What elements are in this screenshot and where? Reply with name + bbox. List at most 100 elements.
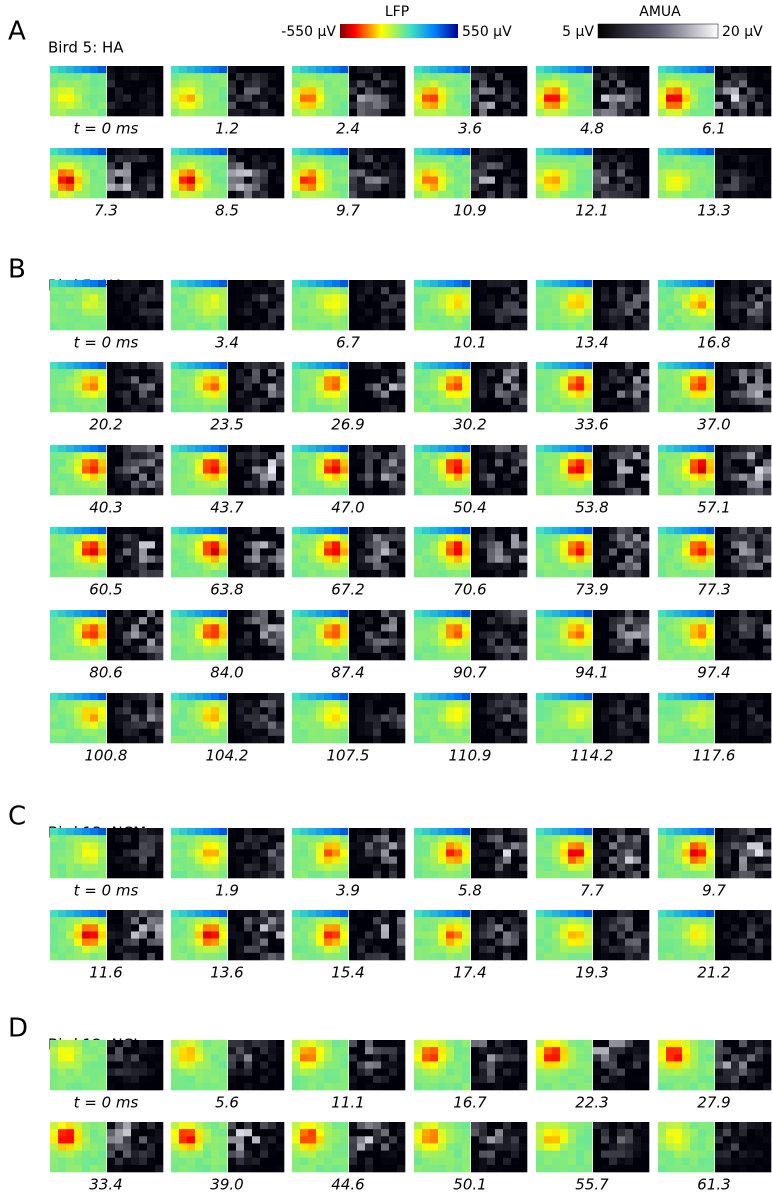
amua-cell	[373, 459, 382, 467]
lfp-cell	[462, 693, 471, 701]
amua-cell	[617, 562, 626, 571]
lfp-cell	[430, 383, 439, 391]
lfp-cell	[171, 473, 180, 482]
lfp-cell	[66, 624, 75, 632]
lfp-cell	[90, 94, 99, 103]
lfp-cell	[536, 397, 545, 406]
lfp-cell	[422, 362, 431, 370]
lfp-cell	[690, 390, 699, 399]
lfp-cell	[706, 548, 715, 556]
frame	[658, 445, 772, 496]
lfp-cell	[82, 162, 91, 170]
amua-cell	[276, 383, 285, 391]
lfp-cell	[414, 397, 423, 406]
lfp-cell	[332, 652, 341, 661]
amua-cell	[260, 569, 269, 578]
lfp-cell	[666, 714, 675, 722]
lfp-cell	[74, 376, 83, 384]
lfp-cell	[50, 700, 59, 708]
lfp-cell	[203, 404, 212, 413]
amua-cell	[349, 555, 358, 564]
lfp-cell	[58, 828, 67, 836]
amua-cell	[228, 610, 237, 618]
lfp-cell	[179, 863, 188, 872]
lfp-cell	[706, 555, 715, 564]
lfp-cell	[560, 322, 569, 331]
lfp-cell	[674, 466, 683, 474]
amua-cell	[731, 383, 740, 391]
amua-cell	[601, 80, 610, 88]
lfp-cell	[340, 73, 349, 81]
frame-time: 110.9	[449, 747, 492, 765]
lfp-cell	[666, 155, 675, 163]
amua-cell	[123, 624, 132, 632]
lfp-cell	[430, 721, 439, 730]
lfp-cell	[179, 383, 188, 391]
lfp-cell	[308, 369, 317, 377]
lfp-cell	[203, 828, 212, 836]
amua-cell	[625, 534, 634, 542]
amua-cell	[268, 362, 277, 370]
amua-cell	[349, 617, 358, 625]
amua-cell	[397, 548, 406, 556]
amua-cell	[365, 101, 374, 110]
lfp-cell	[171, 624, 180, 632]
lfp-cell	[58, 294, 67, 302]
amua-cell	[244, 376, 253, 384]
lfp-cell	[300, 527, 309, 535]
lfp-cell	[674, 376, 683, 384]
lfp-cell	[316, 541, 325, 549]
lfp-cell	[666, 183, 675, 192]
amua-cell	[107, 369, 116, 377]
lfp-cell	[340, 645, 349, 654]
lfp-cell	[658, 301, 667, 309]
amua-cell	[252, 280, 261, 288]
lfp-cell	[171, 101, 180, 110]
lfp-cell	[536, 362, 545, 370]
lfp-cell	[292, 397, 301, 406]
lfp-cell	[74, 652, 83, 661]
amua-cell	[593, 101, 602, 110]
amua-cell	[609, 700, 618, 708]
lfp-cell	[706, 376, 715, 384]
amua-cell	[747, 287, 756, 295]
lfp-cell	[666, 452, 675, 460]
amua-cell	[139, 315, 148, 324]
lfp-cell	[74, 707, 83, 715]
amua-cell	[155, 735, 164, 744]
amua-cell	[123, 534, 132, 542]
lfp-cell	[316, 315, 325, 324]
lfp-cell	[74, 287, 83, 295]
lfp-cell	[300, 445, 309, 453]
amua-cell	[276, 527, 285, 535]
lfp-cell	[58, 169, 67, 177]
amua-cell	[381, 322, 390, 331]
lfp-cell	[706, 610, 715, 618]
amua-cell	[397, 390, 406, 399]
amua-cell	[349, 548, 358, 556]
lfp-cell	[300, 94, 309, 103]
lfp-cell	[171, 390, 180, 399]
amua-cell	[731, 94, 740, 103]
lfp-cell	[560, 294, 569, 302]
amua-cell	[503, 631, 512, 639]
amua-cell	[739, 73, 748, 81]
lfp-cell	[544, 376, 553, 384]
amua-cell	[617, 721, 626, 730]
amua-cell	[349, 362, 358, 370]
amua-cell	[115, 487, 124, 496]
lfp-cell	[90, 445, 99, 453]
amua-cell	[723, 548, 732, 556]
amua-cell	[397, 308, 406, 317]
lfp-cell	[414, 101, 423, 110]
amua-cell	[389, 101, 398, 110]
amua-cell	[115, 548, 124, 556]
frame	[414, 693, 528, 744]
lfp-cell	[316, 480, 325, 489]
amua-cell	[276, 638, 285, 647]
amua-cell	[381, 645, 390, 654]
amua-cell	[357, 80, 366, 88]
amua-cell	[487, 534, 496, 542]
frame	[414, 610, 528, 661]
lfp-cell	[50, 445, 59, 453]
